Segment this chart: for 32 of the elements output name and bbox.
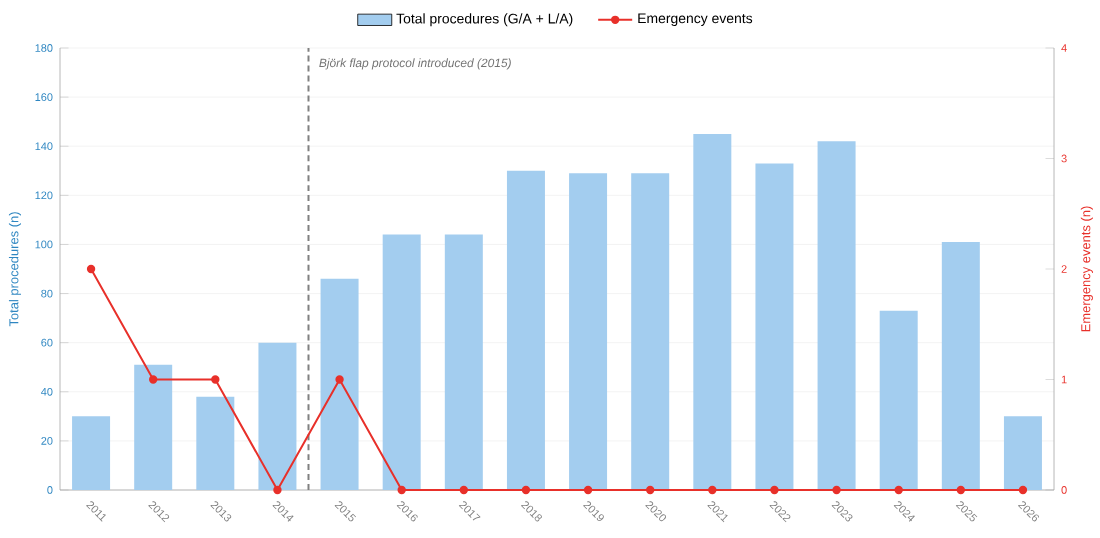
point	[335, 375, 344, 384]
point	[521, 485, 531, 495]
point	[956, 485, 966, 495]
point	[583, 485, 593, 495]
point	[397, 485, 406, 495]
point	[211, 375, 220, 384]
point	[1018, 485, 1028, 495]
point	[646, 485, 655, 495]
bar	[320, 278, 359, 490]
bar	[693, 133, 732, 490]
bar	[506, 170, 545, 490]
bar	[879, 310, 918, 490]
point	[770, 485, 779, 495]
bar	[72, 416, 111, 490]
bar	[196, 396, 235, 490]
bar	[258, 342, 297, 490]
bar	[755, 163, 794, 490]
point	[832, 485, 841, 495]
point	[149, 375, 158, 384]
bar	[134, 364, 173, 490]
point	[894, 485, 903, 495]
bar	[444, 234, 483, 490]
point	[708, 485, 717, 495]
bar	[569, 173, 608, 490]
point	[86, 264, 96, 274]
bar	[817, 141, 856, 490]
bar	[631, 173, 670, 490]
point	[273, 485, 282, 495]
bar	[1003, 416, 1042, 490]
bar	[382, 234, 421, 490]
bar	[941, 241, 980, 490]
point	[459, 485, 469, 495]
